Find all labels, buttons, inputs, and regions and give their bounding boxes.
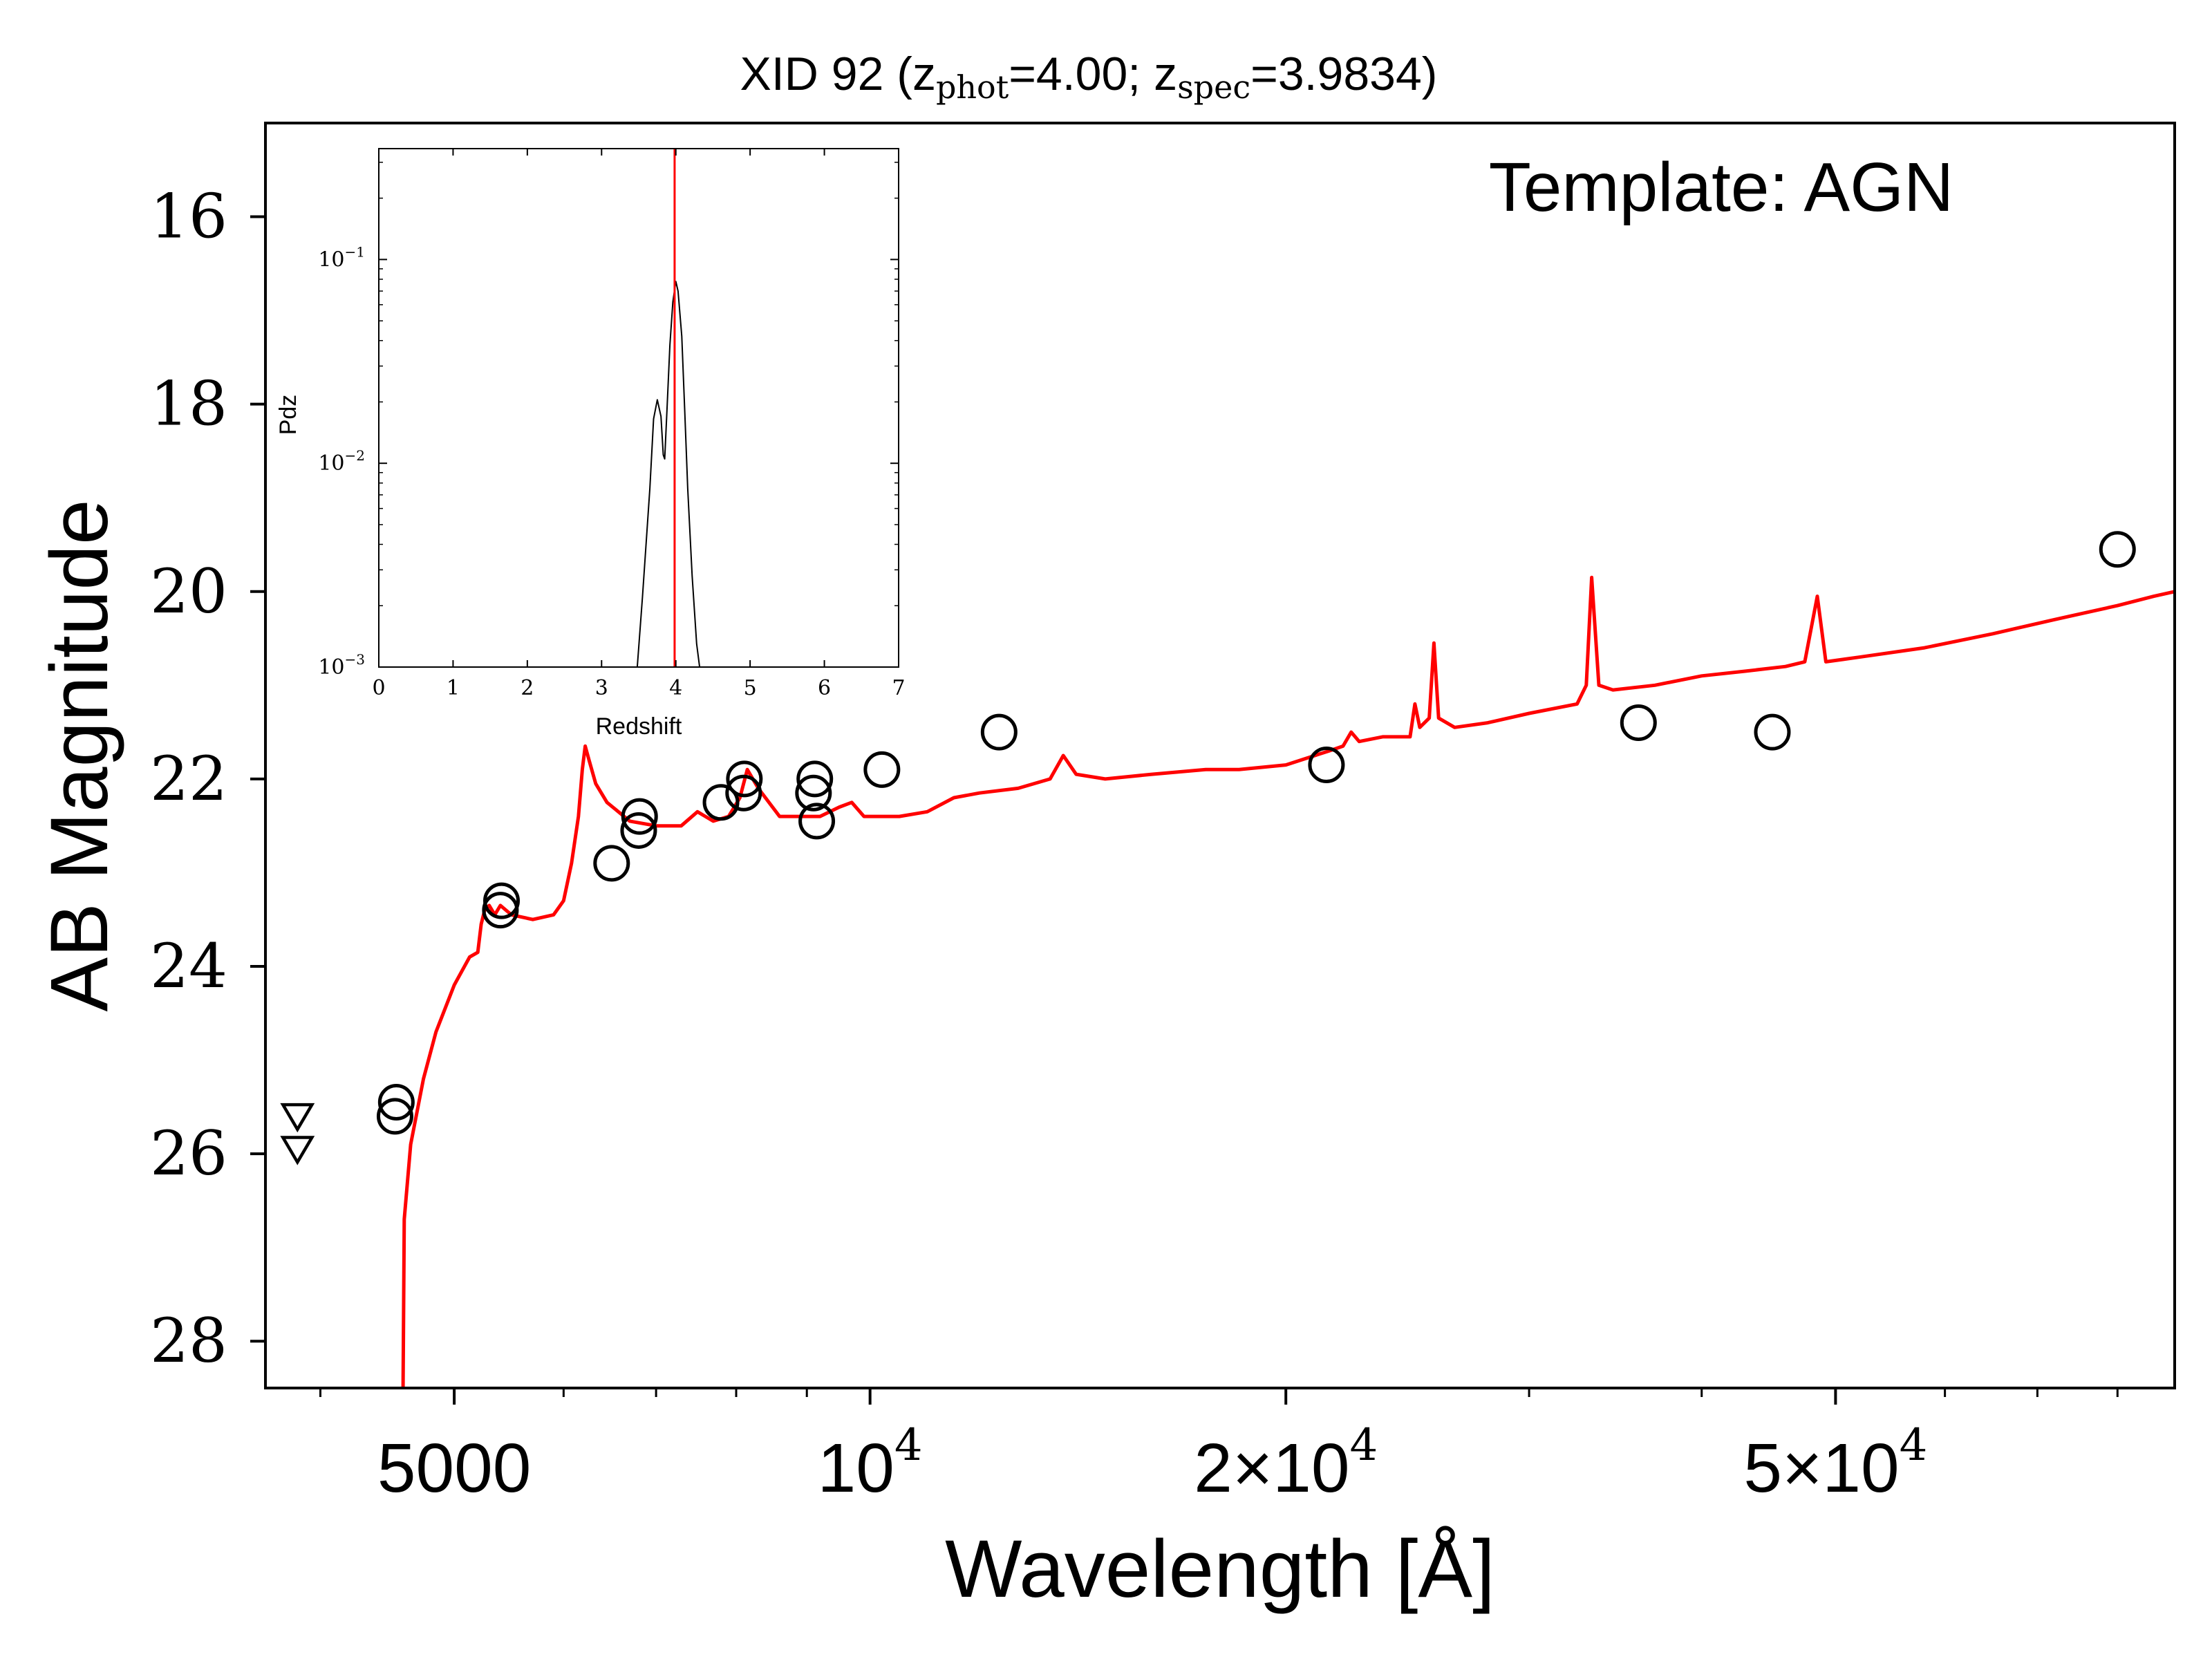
inset-y-tick-label: 10−1 xyxy=(318,243,365,272)
title-prefix: XID 92 (z xyxy=(740,48,936,100)
photometry-point xyxy=(863,751,901,788)
inset-x-tick-label: 5 xyxy=(744,676,757,700)
photometry-point xyxy=(620,812,657,849)
photometry-point xyxy=(593,845,630,882)
x-tick-exponent: 4 xyxy=(894,1420,923,1471)
inset-frame xyxy=(378,148,899,668)
pdz-curve xyxy=(636,281,701,667)
x-tick-label: 104 xyxy=(818,1420,923,1507)
photometry-point xyxy=(1754,713,1791,751)
photometry-point xyxy=(702,784,740,821)
upper-limit-marker xyxy=(280,1103,315,1133)
photometry-point xyxy=(980,713,1018,751)
y-tick-label: 20 xyxy=(150,556,227,627)
inset-x-tick-label: 3 xyxy=(595,676,608,700)
inset-y-axis-label: Pdz xyxy=(275,395,301,435)
x-tick-label: 5000 xyxy=(377,1430,531,1507)
photometry-point xyxy=(796,760,834,798)
x-tick-base: 2×10 xyxy=(1194,1430,1349,1507)
inset-x-tick-label: 0 xyxy=(372,676,385,700)
y-axis-label: AB Magnitude xyxy=(34,499,125,1011)
x-tick-base: 5×10 xyxy=(1743,1430,1899,1507)
y-tick-label: 26 xyxy=(150,1118,227,1189)
x-tick-exponent: 4 xyxy=(1900,1420,1928,1471)
photometry-point xyxy=(1620,704,1657,742)
photometry-point xyxy=(2099,531,2136,568)
photometry-point xyxy=(725,774,762,812)
inset-y-tick-label: 10−2 xyxy=(318,447,365,476)
chart-title: XID 92 (zphot=4.00; zspec=3.9834) xyxy=(740,48,1438,106)
upper-limit-marker xyxy=(280,1136,315,1165)
template-annotation: Template: AGN xyxy=(1489,149,1954,226)
inset-y-tick-exponent: −1 xyxy=(345,243,365,260)
y-tick-label: 24 xyxy=(150,930,227,1002)
photometry-point xyxy=(483,882,521,919)
inset-y-tick-base: 10 xyxy=(318,247,344,272)
y-tick-label: 18 xyxy=(150,368,227,440)
main-plot-data xyxy=(280,531,2175,1388)
main-plot-frame xyxy=(264,122,2176,1389)
inset-x-tick-label: 2 xyxy=(521,676,534,700)
photometry-point xyxy=(1308,747,1345,784)
inset-background xyxy=(379,149,899,667)
x-tick-label: 5×104 xyxy=(1743,1420,1927,1507)
inset-x-tick-label: 7 xyxy=(892,676,905,700)
inset-y-tick-exponent: −2 xyxy=(345,447,365,464)
inset-x-tick-label: 4 xyxy=(669,676,682,700)
y-tick-label: 22 xyxy=(150,743,227,814)
x-tick-label: 2×104 xyxy=(1194,1420,1378,1507)
inset-y-tick-label: 10−3 xyxy=(318,651,365,679)
x-tick-exponent: 4 xyxy=(1349,1420,1378,1471)
title-spec-subscript: spec xyxy=(1177,68,1250,106)
template-sed-line xyxy=(401,575,2175,1388)
photometry-point xyxy=(376,1098,413,1135)
inset-x-tick-label: 1 xyxy=(447,676,460,700)
title-mid: =4.00; z xyxy=(1009,48,1177,100)
photometry-point xyxy=(798,803,836,840)
inset-y-tick-exponent: −3 xyxy=(345,651,365,668)
inset-x-axis-label: Redshift xyxy=(596,713,682,740)
inset-x-tick-label: 6 xyxy=(818,676,831,700)
photometry-point xyxy=(621,798,658,835)
inset-plot-data xyxy=(636,149,701,667)
y-tick-label: 28 xyxy=(150,1305,227,1376)
inset-pdz-plot: 0 1 2 3 4 5 6 710−310−210−1 Redshift Pdz xyxy=(275,148,906,740)
photometry-point xyxy=(377,1084,415,1121)
x-axis-label: Wavelength [Å] xyxy=(945,1524,1495,1615)
photometry-point xyxy=(726,760,763,798)
photometry-point xyxy=(795,774,832,812)
inset-y-tick-base: 10 xyxy=(318,655,344,679)
y-tick-label: 16 xyxy=(150,181,227,252)
title-phot-subscript: phot xyxy=(936,68,1009,106)
title-suffix: =3.9834) xyxy=(1250,48,1437,100)
inset-y-tick-base: 10 xyxy=(318,451,344,476)
x-tick-base: 10 xyxy=(818,1430,894,1507)
